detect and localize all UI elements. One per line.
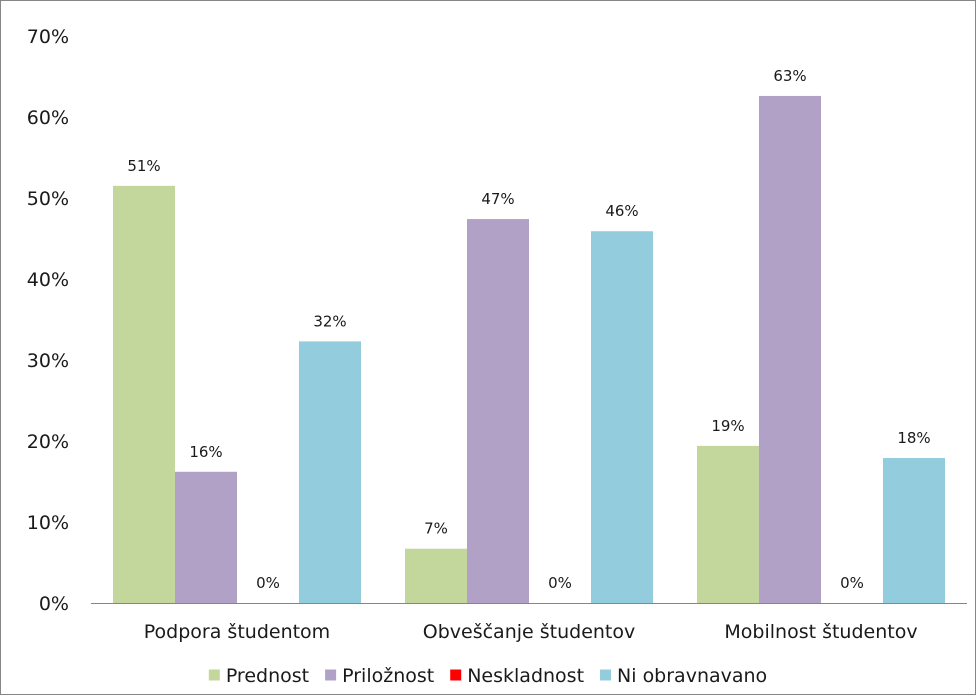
y-tick-label: 20% [27,431,69,453]
y-tick-label: 30% [27,350,69,372]
data-label: 19% [711,417,744,435]
bar-ni-obravnavano [883,458,945,603]
y-tick-label: 10% [27,512,69,534]
legend-swatch [208,669,220,681]
bar-ni-obravnavano [299,341,361,603]
legend-label: Neskladnost [467,665,584,687]
bar-prednost [697,445,759,603]
bars-group [113,95,945,603]
bar-ni-obravnavano [591,231,653,603]
data-labels-group: 51% 16% 0% 32% 7% 47% 0% 46% 19% 63% 0% 18% [127,67,930,592]
data-label: 63% [773,67,806,85]
data-label: 47% [481,190,514,208]
y-tick-label: 40% [27,269,69,291]
data-label: 0% [840,574,864,592]
x-category-label: Mobilnost študentov [724,621,917,643]
y-axis-tick-labels: 0% 10% 20% 30% 40% 50% 60% 70% [27,26,69,615]
x-category-label: Podpora študentom [144,621,330,643]
legend: Prednost Priložnost Neskladnost Ni obravnav… [208,665,767,687]
legend-label: Ni obravnavano [617,665,767,687]
bar-prednost [113,185,175,603]
data-label: 51% [127,157,160,175]
legend-label: Priložnost [342,665,434,687]
data-label: 16% [189,443,222,461]
data-label: 46% [605,202,638,220]
legend-swatch [325,669,337,681]
bar-priložnost [175,471,237,603]
legend-label: Prednost [226,665,309,687]
bar-priložnost [759,95,821,603]
y-tick-label: 70% [27,26,69,48]
bar-prednost [405,548,467,603]
data-label: 0% [548,574,572,592]
bar-priložnost [467,219,529,603]
legend-swatch [600,669,612,681]
y-tick-label: 0% [39,593,69,615]
y-tick-label: 50% [27,188,69,210]
data-label: 18% [897,429,930,447]
data-label: 32% [313,312,346,330]
category-labels: Podpora študentom Obveščanje študentov Mob… [144,621,918,643]
data-label: 0% [256,574,280,592]
data-label: 7% [424,520,448,538]
y-tick-label: 60% [27,107,69,129]
legend-swatch [450,669,462,681]
x-category-label: Obveščanje študentov [423,621,636,643]
